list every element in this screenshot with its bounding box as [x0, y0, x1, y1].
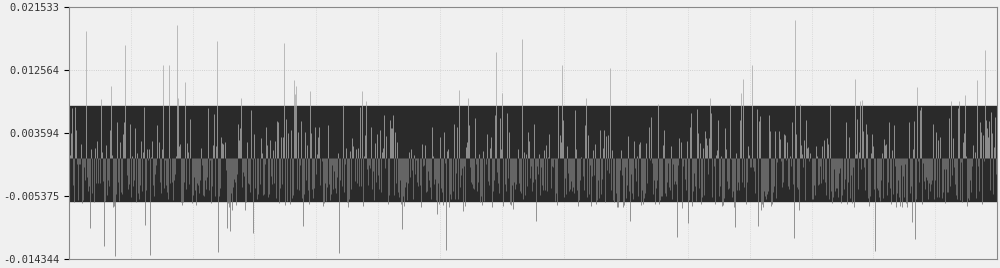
Bar: [69, 106, 997, 200]
